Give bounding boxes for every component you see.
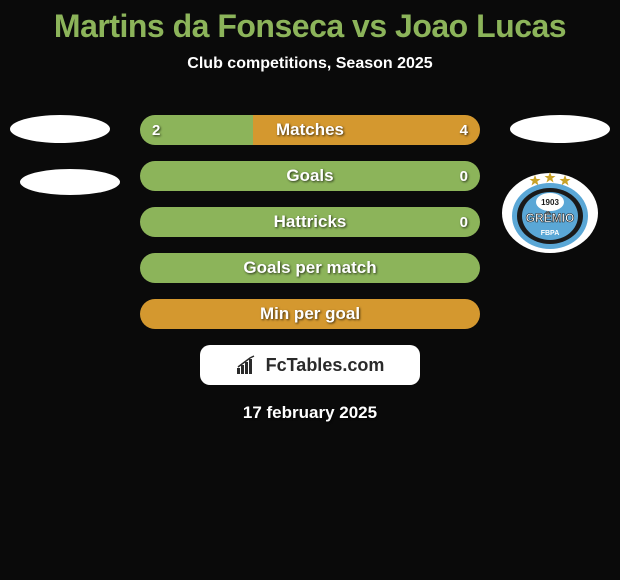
- subtitle: Club competitions, Season 2025: [0, 55, 620, 73]
- comparison-bars: Matches24Goals0Hattricks0Goals per match…: [140, 115, 480, 329]
- page-title: Martins da Fonseca vs Joao Lucas: [0, 0, 620, 45]
- club-crest-icon: 1903 GRÊMIO FBPA: [500, 171, 600, 255]
- svg-text:1903: 1903: [541, 198, 559, 207]
- bar-row: Min per goal: [140, 299, 480, 329]
- bar-row: Hattricks0: [140, 207, 480, 237]
- left-player-badge-2: [20, 169, 120, 195]
- branding-text: FcTables.com: [266, 355, 385, 376]
- bar-row: Goals per match: [140, 253, 480, 283]
- bar-label: Min per goal: [140, 299, 480, 329]
- bar-row: Matches2 4: [140, 115, 480, 145]
- bar-value-right: 0: [460, 207, 468, 237]
- left-player-badge-1: [10, 115, 110, 143]
- bar-label: Matches: [140, 115, 480, 145]
- right-club-badge: 1903 GRÊMIO FBPA: [500, 171, 600, 255]
- bar-row: Goals0: [140, 161, 480, 191]
- branding-box: FcTables.com: [200, 345, 420, 385]
- fctables-icon: [236, 355, 260, 375]
- bar-label: Hattricks: [140, 207, 480, 237]
- bar-value-left: 2: [152, 115, 160, 145]
- comparison-area: 1903 GRÊMIO FBPA Matches24Goals0Hattrick…: [0, 115, 620, 423]
- right-player-badge-1: [510, 115, 610, 143]
- bar-value-right: 0: [460, 161, 468, 191]
- bar-label: Goals per match: [140, 253, 480, 283]
- bar-label: Goals: [140, 161, 480, 191]
- bar-value-right: 4: [460, 115, 468, 145]
- svg-text:FBPA: FBPA: [541, 230, 560, 237]
- svg-text:GRÊMIO: GRÊMIO: [526, 210, 575, 225]
- date-text: 17 february 2025: [0, 403, 620, 423]
